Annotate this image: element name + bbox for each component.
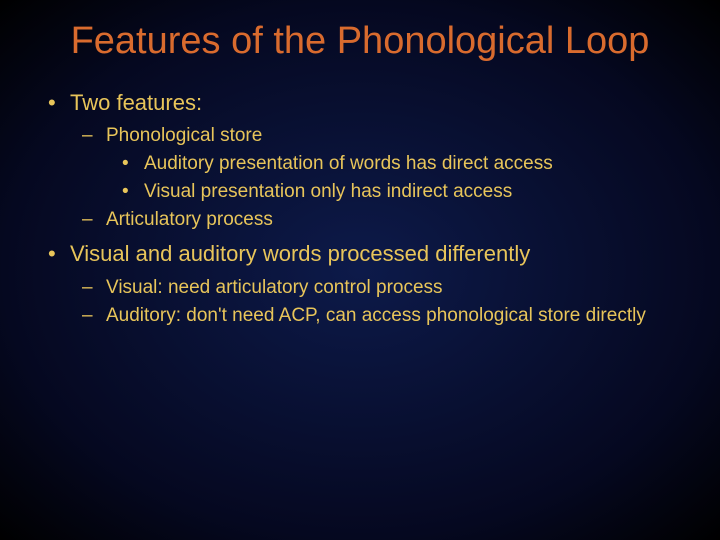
list-item: Visual: need articulatory control proces…: [106, 275, 680, 301]
list-item: Visual presentation only has indirect ac…: [144, 179, 680, 205]
slide: Features of the Phonological Loop Two fe…: [0, 0, 720, 540]
list-item: Auditory: don't need ACP, can access pho…: [106, 303, 680, 329]
bullet-text: Visual and auditory words processed diff…: [70, 241, 530, 266]
list-item: Two features: Phonological store Auditor…: [70, 88, 680, 233]
bullet-sublist: Visual: need articulatory control proces…: [70, 275, 680, 329]
bullet-sublist: Phonological store Auditory presentation…: [70, 123, 680, 233]
list-item: Auditory presentation of words has direc…: [144, 151, 680, 177]
list-item: Phonological store Auditory presentation…: [106, 123, 680, 204]
list-item: Visual and auditory words processed diff…: [70, 239, 680, 329]
bullet-text: Phonological store: [106, 125, 262, 146]
bullet-text: Articulatory process: [106, 209, 273, 230]
slide-title: Features of the Phonological Loop: [40, 20, 680, 64]
bullet-subsublist: Auditory presentation of words has direc…: [106, 151, 680, 204]
bullet-text: Auditory: don't need ACP, can access pho…: [106, 305, 646, 326]
list-item: Articulatory process: [106, 207, 680, 233]
bullet-list: Two features: Phonological store Auditor…: [40, 88, 680, 329]
bullet-text: Two features:: [70, 90, 202, 115]
bullet-text: Visual: need articulatory control proces…: [106, 277, 443, 298]
bullet-text: Auditory presentation of words has direc…: [144, 153, 553, 174]
bullet-text: Visual presentation only has indirect ac…: [144, 181, 512, 202]
